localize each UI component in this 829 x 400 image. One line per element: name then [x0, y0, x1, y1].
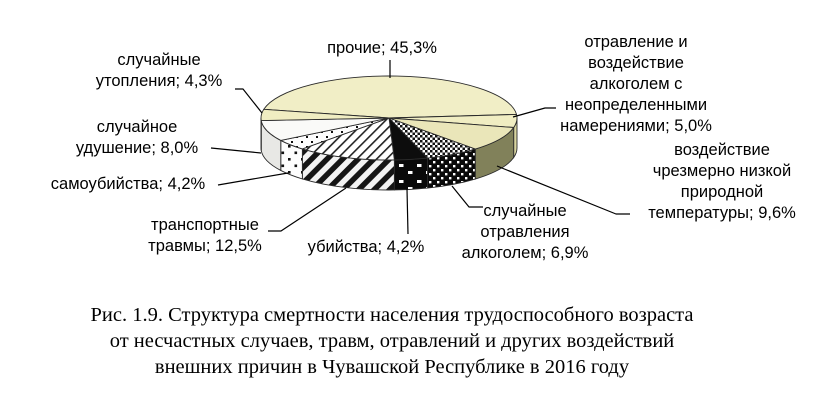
pie-slice-transportnye-travmy — [301, 117, 395, 161]
callout-ubiystva: убийства; 4,2% — [196, 237, 536, 258]
pie-slice-tops — [260, 75, 518, 161]
callout-otravlenie-alkogolem-neopredelennye: отравление и воздействие алкоголем с неопре… — [466, 32, 806, 137]
leader-otravleniya-alkogolem — [451, 185, 483, 208]
pie-slice-sides — [260, 117, 518, 191]
callout-line: алкоголем; 6,9% — [461, 244, 589, 262]
callout-line: самоубийства; 4,2% — [50, 175, 206, 193]
callout-line: неопределенными — [564, 96, 708, 114]
caption-line-2: от несчастных случаев, травм, отравлений… — [109, 330, 675, 352]
callout-line: травмы; 12,5% — [148, 237, 262, 255]
callout-otravleniya-alkogolem: случайные отравления алкоголем; 6,9% — [355, 201, 695, 264]
leader-otravlenie-alkogolem-neopredelennye — [512, 107, 556, 118]
leader-nizkaya-temperatura — [496, 165, 630, 215]
callout-line: убийства; 4,2% — [307, 238, 425, 256]
leader-utopleniya — [235, 88, 263, 114]
callout-line: утопления; 4,3% — [95, 72, 223, 90]
callout-line: случайные — [483, 202, 567, 220]
callout-line: намерениями; 5,0% — [560, 117, 712, 135]
callout-transportnye-travmy: транспортные травмы; 12,5% — [35, 215, 375, 257]
callout-line: случайное — [96, 118, 178, 136]
pie-slice-nizkaya-temperatura — [388, 117, 515, 150]
callout-udushenie: случайное удушение; 8,0% — [0, 117, 307, 159]
leader-ubiystva — [406, 188, 409, 235]
callout-line: отравление и — [584, 33, 688, 51]
leader-udushenie — [210, 147, 262, 154]
caption-line-3: внешних причин в Чувашской Республике в … — [154, 356, 630, 378]
figure-caption: Рис. 1.9. Структура смертности населения… — [0, 302, 784, 380]
pie-leader-lines — [210, 60, 630, 235]
callout-line: чрезмерно низкой — [652, 162, 792, 180]
callout-line: воздействие — [674, 141, 770, 159]
callout-line: природной — [680, 183, 764, 201]
pie-slice-utopleniya — [260, 108, 390, 121]
leader-samoubiystva — [217, 172, 289, 186]
callout-line: случайные — [117, 51, 201, 69]
callout-line: транспортные — [151, 216, 259, 234]
callout-samoubiystva: самоубийства; 4,2% — [0, 174, 298, 195]
callout-line: отравления — [480, 223, 570, 241]
callout-line: прочие; 45,3% — [327, 39, 437, 57]
leader-transportnye-travmy — [268, 187, 347, 232]
callout-line: алкоголем с — [589, 75, 683, 93]
callout-line: воздействие — [588, 54, 684, 72]
pie-callouts: прочие; 45,3% отравление и воздействие алко… — [0, 32, 829, 264]
callout-line: удушение; 8,0% — [75, 139, 199, 157]
caption-line-1: Рис. 1.9. Структура смертности населения… — [90, 304, 694, 326]
callout-line: температуры; 9,6% — [648, 204, 796, 222]
callout-prochie: прочие; 45,3% — [212, 38, 552, 59]
callout-nizkaya-temperatura: воздействие чрезмерно низкой природной темп… — [552, 140, 829, 224]
pie-slice-prochie — [263, 75, 517, 119]
callout-utopleniya: случайные утопления; 4,3% — [0, 50, 329, 92]
